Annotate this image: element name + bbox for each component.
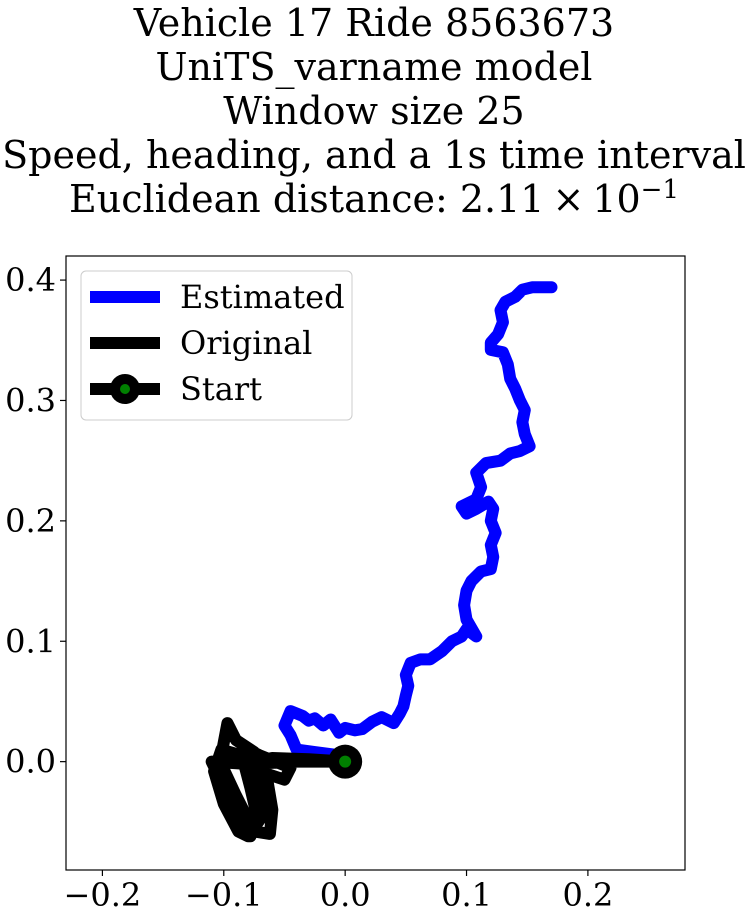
y-tick-label: 0.1 [5,622,56,660]
chart-title: Vehicle 17 Ride 8563673 UniTS_varname mo… [2,1,746,221]
title-line-3: Window size 25 [223,89,524,133]
title-line-2: UniTS_varname model [156,45,593,90]
y-tick-label: 0.0 [5,743,56,781]
distance-exponent: −1 [641,175,679,205]
x-tick-label: 0.0 [320,876,371,914]
start-marker-inner [339,755,352,768]
y-tick-label: 0.2 [5,502,56,540]
x-tick-label: 0.2 [562,876,613,914]
legend-box [80,270,353,421]
y-axis: 0.0 0.1 0.2 0.3 0.4 [5,261,66,781]
legend: Estimated Original Start [80,270,353,421]
legend-label-original: Original [180,324,312,362]
series-line-estimated [278,281,558,768]
title-line-4: Speed, heading, and a 1s time interval [2,133,746,177]
series-line-original [205,717,352,843]
distance-prefix: Euclidean distance: 2.11 [69,177,544,221]
y-tick-label: 0.4 [5,261,56,299]
distance-base: 10 [592,177,640,221]
x-tick-label: −0.1 [185,876,263,914]
title-line-5-distance: Euclidean distance: 2.11 × 10−1 [69,175,679,221]
y-tick-label: 0.3 [5,381,56,419]
x-tick-label: −0.2 [64,876,142,914]
x-axis: −0.2 −0.1 0.0 0.1 0.2 [64,870,613,914]
x-tick-label: 0.1 [441,876,492,914]
legend-label-estimated: Estimated [180,278,345,316]
title-line-1: Vehicle 17 Ride 8563673 [133,1,614,45]
legend-swatch-start-inner [120,384,130,394]
distance-times: × [552,177,584,221]
plot-lines [205,281,558,843]
legend-label-start: Start [180,370,262,408]
